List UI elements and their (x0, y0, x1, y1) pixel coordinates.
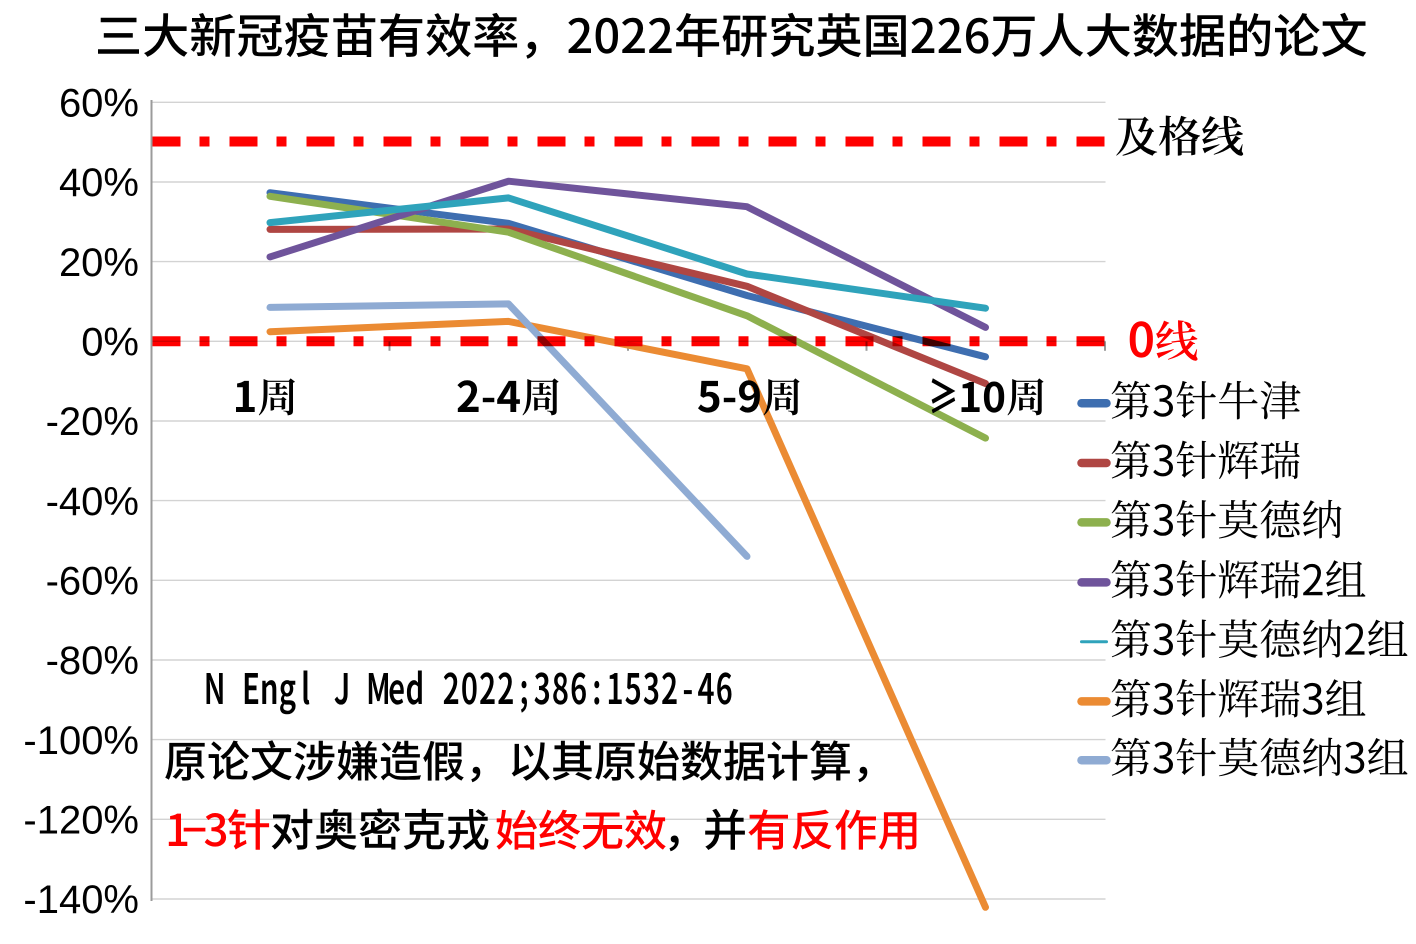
svg-text:-60%: -60% (46, 560, 139, 604)
svg-text:-140%: -140% (23, 878, 139, 922)
svg-text:-120%: -120% (23, 799, 139, 843)
svg-text:-40%: -40% (46, 480, 139, 524)
svg-text:60%: 60% (59, 82, 139, 126)
svg-text:-80%: -80% (46, 639, 139, 683)
svg-text:-100%: -100% (23, 719, 139, 763)
svg-text:20%: 20% (59, 241, 139, 285)
svg-text:0%: 0% (81, 321, 139, 365)
svg-text:40%: 40% (59, 161, 139, 205)
svg-text:-20%: -20% (46, 400, 139, 444)
